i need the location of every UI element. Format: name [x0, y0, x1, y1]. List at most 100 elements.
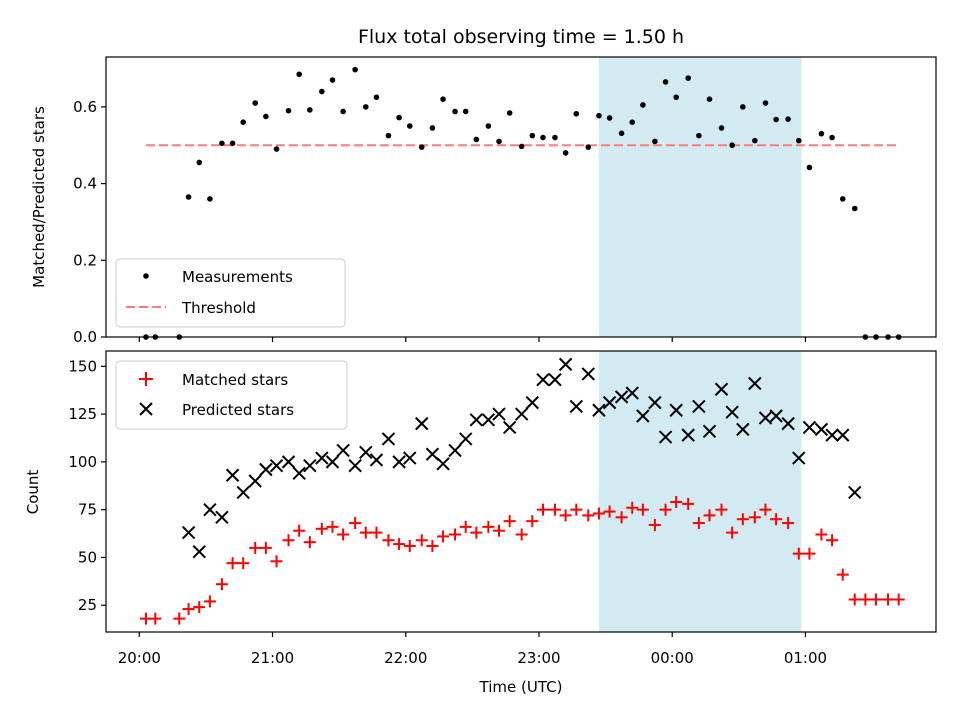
- matched-star-point: [770, 513, 783, 526]
- bottom-panel: 25 50 75 100 125 150 20:00 21:00 22:00 23:00 00:0…: [24, 350, 937, 696]
- top-axes-frame: [105, 56, 937, 338]
- top-legend: Measurements Threshold: [115, 258, 346, 328]
- predicted-star-point: [315, 451, 329, 465]
- predicted-star-point: [825, 428, 839, 442]
- matched-star-point: [149, 612, 162, 625]
- predicted-star-point: [569, 399, 583, 414]
- predicted-star-point: [469, 413, 484, 427]
- matched-star-point: [636, 503, 649, 516]
- legend-measurements-label: Measurements: [182, 268, 293, 286]
- predicted-star-point: [736, 422, 750, 437]
- predicted-star-point: [758, 411, 773, 425]
- matched-star-point: [748, 511, 761, 524]
- measurement-point: [440, 96, 446, 102]
- matched-star-point: [326, 520, 339, 533]
- measurement-point: [618, 130, 625, 137]
- matched-star-point: [337, 528, 350, 541]
- measurement-point: [529, 132, 536, 139]
- predicted-star-point: [481, 413, 496, 427]
- measurement-point: [552, 134, 558, 141]
- predicted-star-point: [392, 455, 406, 469]
- predicted-star-point: [425, 447, 440, 461]
- matched-star-point: [582, 509, 595, 522]
- top-marks: [143, 66, 902, 340]
- matched-star-point: [459, 520, 472, 533]
- measurement-point: [285, 107, 292, 114]
- predicted-star-point: [769, 409, 783, 423]
- predicted-star-point: [781, 416, 795, 431]
- matched-star-point: [193, 601, 206, 614]
- matched-star-point: [482, 520, 495, 533]
- predicted-star-point: [359, 445, 373, 460]
- matched-star-point: [815, 528, 828, 541]
- matched-star-point: [848, 593, 861, 606]
- predicted-star-point: [702, 424, 717, 438]
- predicted-star-point: [192, 545, 206, 559]
- matched-star-point: [726, 526, 739, 539]
- matched-star-point: [715, 503, 728, 516]
- measurement-point: [329, 77, 336, 83]
- top-y-tick-label: 0.6: [73, 98, 97, 116]
- measurement-point: [263, 113, 269, 120]
- measurement-point: [652, 138, 658, 145]
- matched-star-point: [249, 541, 262, 554]
- predicted-star-point: [203, 502, 217, 517]
- top-y-tick-label: 0.4: [73, 175, 97, 193]
- bottom-y-tick-label: 25: [78, 596, 97, 614]
- measurement-point: [373, 94, 380, 101]
- predicted-star-point: [836, 428, 850, 442]
- bottom-y-tick-label: 100: [68, 453, 97, 471]
- legend-predicted-label: Predicted stars: [182, 401, 294, 419]
- matched-star-point: [603, 505, 616, 518]
- matched-star-point: [615, 511, 628, 524]
- predicted-star-point: [592, 403, 606, 417]
- predicted-star-point: [748, 376, 762, 391]
- x-tick-label: 01:00: [784, 649, 827, 667]
- predicted-star-point: [325, 455, 340, 469]
- matched-star-point: [415, 534, 428, 547]
- bottom-axes-frame: [105, 350, 937, 633]
- measurement-point: [829, 134, 835, 141]
- measurement-point: [396, 114, 402, 121]
- matched-star-point: [303, 536, 316, 549]
- predicted-star-point: [281, 455, 296, 469]
- predicted-star-point: [802, 420, 817, 435]
- top-y-tick-label: 0.0: [73, 328, 97, 346]
- predicted-star-point: [381, 432, 396, 446]
- measurement-point: [740, 104, 746, 110]
- measurement-point: [773, 116, 779, 123]
- measurement-point: [185, 194, 192, 200]
- matched-star-point: [370, 526, 383, 539]
- predicted-star-point: [581, 367, 595, 381]
- predicted-star-point: [848, 485, 862, 500]
- measurement-point: [729, 142, 735, 149]
- matched-star-point: [682, 497, 695, 510]
- matched-star-point: [892, 593, 905, 606]
- bottom-shaded-span: [598, 351, 802, 632]
- predicted-star-point: [369, 453, 384, 467]
- measurement-point: [839, 196, 846, 202]
- top-y-tick-label: 0.2: [73, 251, 97, 269]
- bottom-y-axis-label: Count: [24, 470, 42, 515]
- matched-star-point: [759, 503, 772, 516]
- predicted-star-point: [681, 428, 695, 442]
- matched-star-point: [736, 513, 749, 526]
- predicted-star-point: [725, 405, 739, 419]
- measurement-point: [585, 144, 592, 150]
- predicted-star-point: [714, 382, 729, 396]
- matched-star-point: [559, 509, 572, 522]
- measurement-point: [596, 112, 602, 119]
- predicted-star-point: [436, 457, 450, 471]
- matched-star-point: [215, 578, 228, 591]
- bottom-y-tick-label: 75: [78, 501, 97, 519]
- predicted-star-point: [415, 416, 429, 431]
- measurement-point: [229, 140, 236, 147]
- measurement-point: [629, 119, 636, 126]
- predicted-star-point: [248, 474, 262, 488]
- predicted-star-point: [548, 372, 562, 387]
- bottom-legend-box: [115, 360, 348, 430]
- matched-star-point: [270, 555, 283, 568]
- predicted-star-point: [181, 525, 196, 540]
- matched-star-point: [503, 515, 516, 528]
